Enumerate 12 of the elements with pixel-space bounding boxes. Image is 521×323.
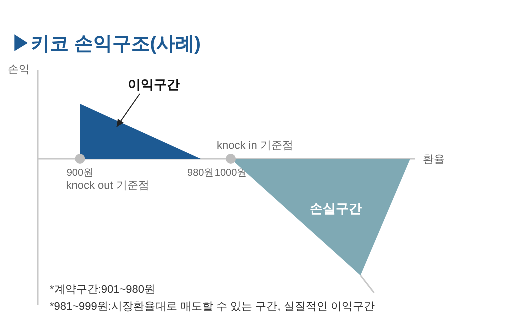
annotation: *계약구간:901~980원 [50,284,156,296]
annotation: knock out 기준점 [66,180,150,192]
annotation: 손실구간 [310,201,362,216]
text: 이익구간 [128,77,180,92]
annotation: knock in 기준점 [217,140,294,152]
x-tick-label: 900원 [66,168,94,179]
x-tick-label: 1000원 [214,168,248,179]
x-tick-label: 980원 [188,168,214,179]
text: *981~999원:시장환율대로 매도할 수 있는 구간, 실질적인 이익구간 [50,301,375,313]
x-axis-title: 환율 [423,154,445,166]
y-axis-title: 손익 [8,64,30,76]
chart-title: ▶키코 손익구조(사례) [12,34,201,55]
